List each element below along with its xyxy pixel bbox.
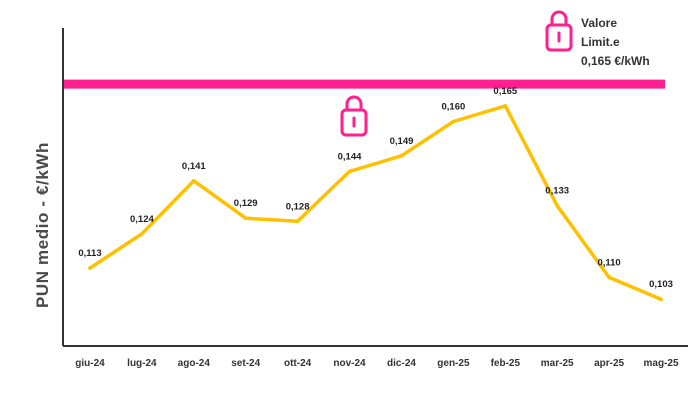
- x-tick-label: set-24: [231, 358, 260, 369]
- data-point: [243, 216, 248, 220]
- x-tick-label: ago-24: [178, 358, 211, 369]
- lock-icon: [340, 95, 368, 137]
- x-tick-label: gen-25: [437, 358, 470, 369]
- data-point: [399, 154, 404, 158]
- legend: Valore Limit.e 0,165 €/kWh: [545, 10, 650, 68]
- data-point: [503, 104, 508, 108]
- x-tick-label: mar-25: [541, 358, 574, 369]
- data-label: 0,103: [649, 279, 673, 290]
- x-tick-label: feb-25: [491, 358, 521, 369]
- y-axis-title: PUN medio - €/kWh: [33, 142, 52, 308]
- data-point: [88, 266, 92, 270]
- x-tick-label: lug-24: [127, 358, 157, 369]
- data-label: 0,133: [545, 186, 569, 197]
- data-point: [659, 297, 663, 302]
- data-label: 0,113: [78, 248, 101, 259]
- x-tick-label: giu-24: [75, 358, 105, 369]
- legend-line-1: Valore: [581, 16, 617, 30]
- data-label: 0,160: [442, 102, 466, 113]
- lock-icon: [545, 10, 573, 52]
- series-line: [88, 104, 663, 301]
- data-point: [607, 275, 611, 280]
- x-tick-labels: giu-24 lug-24 ago-24 set-24 ott-24 nov-24 dic-…: [75, 358, 679, 369]
- data-label: 0,110: [597, 257, 620, 268]
- x-tick-label: apr-25: [594, 358, 624, 369]
- data-label: 0,165: [493, 86, 517, 97]
- legend-line-2: Limit.e: [581, 35, 620, 49]
- data-label: 0,124: [130, 214, 154, 225]
- x-tick-label: mag-25: [643, 358, 678, 369]
- data-label: 0,141: [182, 161, 206, 172]
- x-tick-label: dic-24: [387, 358, 416, 369]
- data-label: 0,128: [286, 201, 310, 212]
- data-label: 0,144: [338, 151, 362, 162]
- data-point: [451, 119, 456, 124]
- data-label: 0,129: [234, 198, 258, 209]
- data-point: [140, 232, 144, 236]
- x-tick-label: ott-24: [284, 358, 312, 369]
- data-point: [192, 179, 196, 183]
- x-tick-label: nov-24: [333, 358, 366, 369]
- legend-line-3: 0,165 €/kWh: [581, 54, 650, 68]
- data-point: [555, 203, 559, 208]
- data-point: [347, 169, 352, 174]
- series-layer: 0,113 0,124 0,141 0,129 0,128 0,144 0,149 0,160…: [78, 86, 673, 302]
- data-label: 0,149: [390, 136, 414, 147]
- data-point: [295, 219, 300, 224]
- limit-line: [64, 79, 665, 89]
